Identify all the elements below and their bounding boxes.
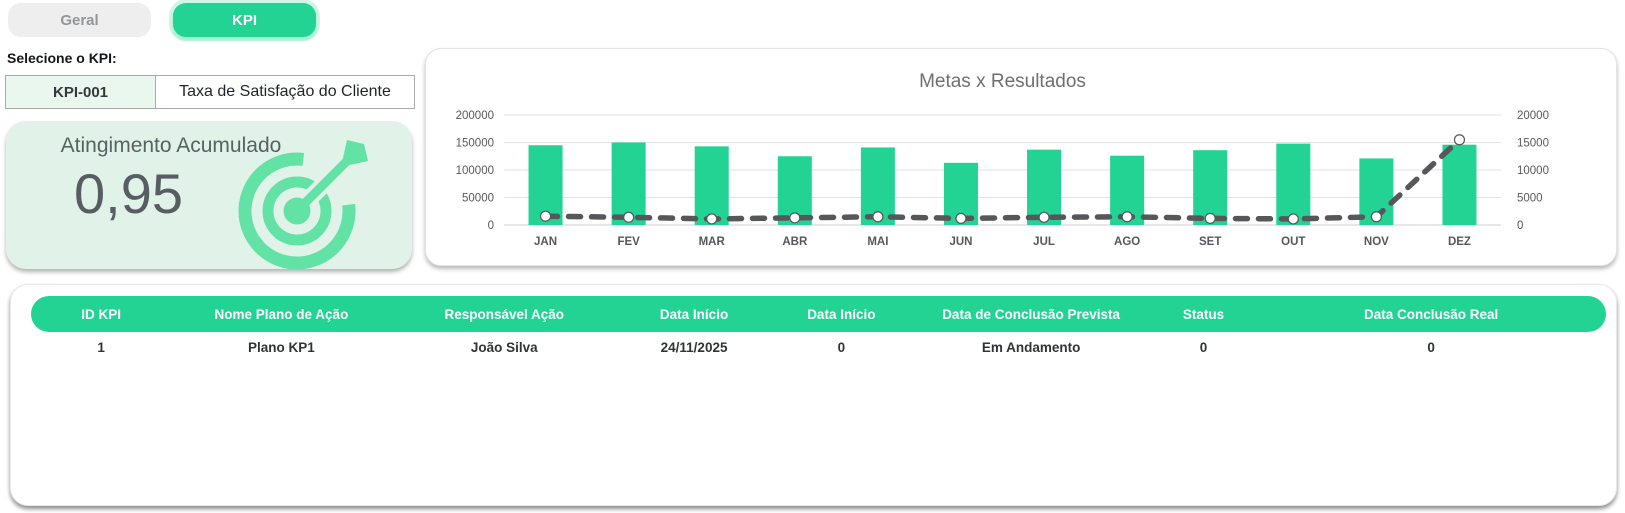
table-cell: 0 — [1427, 339, 1435, 355]
svg-text:100000: 100000 — [456, 165, 494, 177]
svg-text:0: 0 — [1517, 220, 1523, 232]
tab-geral[interactable]: Geral — [8, 3, 151, 37]
column-header: Data Início — [659, 306, 729, 322]
table-cell: 0 — [837, 339, 846, 355]
table-header: ID KPI Nome Plano de Ação Responsável Ação… — [31, 296, 1606, 332]
svg-text:AGO: AGO — [1114, 236, 1140, 248]
svg-text:MAI: MAI — [867, 236, 888, 248]
table-cell: 0 — [1199, 339, 1208, 355]
column-header: Data de Conclusão Prevista — [942, 306, 1121, 322]
table-cell: Plano KP1 — [248, 339, 315, 355]
svg-text:0: 0 — [488, 220, 494, 232]
svg-text:10000: 10000 — [1517, 165, 1549, 177]
summary-card-title: Atingimento Acumulado — [60, 134, 282, 157]
svg-text:5000: 5000 — [1517, 193, 1543, 205]
column-header: Data Conclusão Real — [1363, 306, 1499, 322]
table-row[interactable]: 1 Plano KP1 João Silva 24/11/2025 0 Em Andame… — [31, 332, 1606, 362]
summary-card-value: 0,95 — [74, 162, 183, 225]
tab-kpi[interactable]: KPI — [173, 3, 316, 37]
table-body: 1 Plano KP1 João Silva 24/11/2025 0 Em Andame… — [31, 332, 1606, 362]
svg-text:150000: 150000 — [456, 138, 494, 150]
column-header: Data Início — [807, 306, 876, 322]
svg-text:20000: 20000 — [1517, 110, 1549, 122]
svg-text:ABR: ABR — [782, 236, 808, 248]
kpi-id-cell[interactable]: KPI-001 — [6, 76, 156, 108]
svg-text:JUL: JUL — [1033, 236, 1055, 248]
table-cell: Em Andamento — [981, 339, 1081, 355]
column-header: Nome Plano de Ação — [214, 306, 349, 322]
svg-text:200000: 200000 — [456, 110, 494, 122]
svg-text:JAN: JAN — [534, 236, 557, 248]
column-header: Responsável Ação — [444, 306, 565, 322]
svg-text:FEV: FEV — [617, 236, 640, 248]
svg-text:OUT: OUT — [1281, 236, 1305, 248]
kpi-select-label: Selecione o KPI: — [7, 50, 117, 66]
table-cell: 1 — [97, 339, 105, 355]
svg-text:50000: 50000 — [462, 193, 494, 205]
kpi-selector: KPI-001 Taxa de Satisfação do Cliente — [5, 75, 415, 109]
chart-card: Metas x Resultados 0 0 50000 5000 100000 10000… — [425, 48, 1617, 266]
target-dart-icon — [238, 140, 368, 269]
svg-text:Metas x Resultados: Metas x Resultados — [919, 71, 1086, 92]
column-header: Status — [1182, 306, 1225, 322]
metas-resultados-chart: Metas x Resultados 0 0 50000 5000 100000 10000… — [456, 71, 1549, 248]
svg-text:MAR: MAR — [699, 236, 726, 248]
svg-text:JUN: JUN — [949, 236, 972, 248]
table-cell: João Silva — [470, 339, 538, 355]
action-plan-table-card: ID KPI Nome Plano de Ação Responsável Ação… — [10, 284, 1617, 506]
summary-card: Atingimento Acumulado 0,95 — [6, 121, 412, 269]
svg-text:DEZ: DEZ — [1448, 236, 1471, 248]
svg-text:NOV: NOV — [1364, 236, 1389, 248]
table-cell: 24/11/2025 — [660, 339, 728, 355]
svg-text:15000: 15000 — [1517, 138, 1549, 150]
svg-text:SET: SET — [1199, 236, 1221, 248]
kpi-name-cell[interactable]: Taxa de Satisfação do Cliente — [179, 83, 391, 100]
column-header: ID KPI — [81, 306, 121, 322]
